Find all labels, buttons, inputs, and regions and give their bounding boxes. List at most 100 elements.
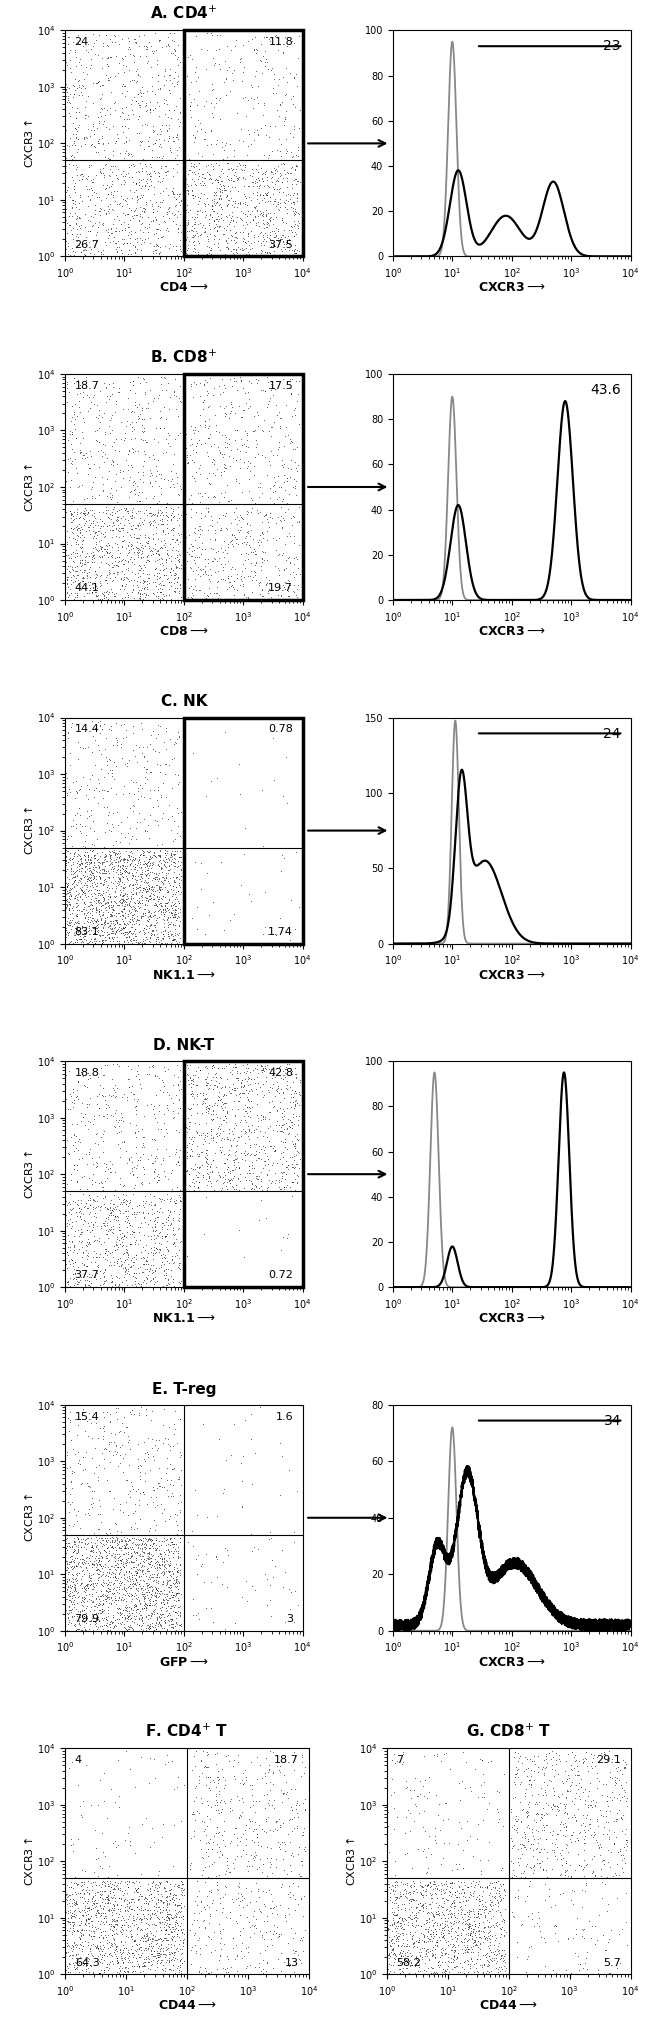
- Point: [68, 893, 78, 925]
- Point: [90, 1223, 100, 1256]
- Point: [276, 166, 287, 198]
- Point: [138, 834, 148, 867]
- Point: [163, 1565, 174, 1598]
- Point: [454, 1871, 464, 1904]
- Point: [582, 1750, 592, 1782]
- Point: [143, 863, 153, 895]
- Point: [296, 1760, 306, 1792]
- Point: [599, 1735, 609, 1768]
- Point: [62, 456, 73, 488]
- Point: [105, 1474, 115, 1507]
- Point: [175, 371, 185, 403]
- Point: [131, 1582, 142, 1614]
- Point: [77, 810, 88, 842]
- Point: [218, 1087, 228, 1120]
- Point: [153, 1606, 164, 1638]
- Point: [123, 1952, 133, 1984]
- Point: [139, 1426, 150, 1458]
- Point: [194, 207, 205, 239]
- Point: [94, 180, 105, 213]
- Point: [215, 391, 226, 423]
- Point: [106, 917, 116, 950]
- Point: [107, 1266, 117, 1298]
- Point: [427, 1877, 437, 1910]
- Point: [258, 1904, 268, 1936]
- Point: [125, 1897, 135, 1930]
- Point: [189, 231, 200, 263]
- Point: [410, 1916, 420, 1948]
- Point: [98, 885, 109, 917]
- Point: [202, 1089, 212, 1122]
- Point: [263, 53, 274, 85]
- Point: [142, 526, 152, 559]
- Point: [153, 124, 164, 156]
- Point: [159, 1253, 169, 1286]
- Point: [417, 1942, 427, 1974]
- Point: [90, 207, 100, 239]
- Point: [73, 109, 84, 142]
- Point: [488, 1942, 499, 1974]
- Point: [448, 1950, 459, 1982]
- Point: [131, 1557, 141, 1590]
- Point: [406, 1782, 416, 1814]
- Point: [224, 1827, 235, 1859]
- Point: [90, 132, 100, 164]
- Point: [292, 1474, 302, 1507]
- Point: [130, 1770, 140, 1802]
- Point: [81, 99, 92, 132]
- Point: [77, 911, 87, 944]
- Point: [120, 1523, 130, 1555]
- Point: [214, 178, 225, 211]
- Point: [395, 1918, 405, 1950]
- Point: [133, 484, 144, 516]
- Point: [138, 1577, 148, 1610]
- Point: [145, 160, 155, 192]
- Point: [449, 1944, 460, 1976]
- Point: [68, 81, 79, 113]
- Point: [77, 1247, 87, 1280]
- Point: [614, 1778, 624, 1810]
- Point: [65, 1231, 75, 1264]
- Point: [150, 1594, 160, 1626]
- Point: [569, 1825, 580, 1857]
- Point: [173, 1914, 183, 1946]
- Point: [223, 529, 233, 561]
- Point: [227, 569, 237, 601]
- Point: [64, 927, 74, 960]
- Point: [101, 887, 111, 919]
- Point: [104, 1426, 114, 1458]
- Point: [128, 1940, 138, 1972]
- Point: [251, 32, 261, 65]
- Point: [469, 1914, 480, 1946]
- Point: [68, 1577, 78, 1610]
- Point: [155, 1867, 165, 1899]
- Point: [227, 1885, 238, 1918]
- Point: [430, 1820, 440, 1853]
- Point: [145, 1612, 155, 1644]
- Point: [411, 1875, 422, 1908]
- Point: [533, 1827, 543, 1859]
- Point: [262, 1158, 272, 1191]
- Point: [454, 1885, 465, 1918]
- Point: [253, 225, 263, 257]
- Point: [238, 1440, 248, 1472]
- Point: [127, 1893, 138, 1926]
- Point: [86, 1164, 97, 1197]
- Point: [167, 834, 177, 867]
- Point: [83, 547, 93, 579]
- Point: [62, 1914, 72, 1946]
- Point: [129, 853, 139, 885]
- Point: [281, 1069, 292, 1102]
- Point: [60, 551, 71, 583]
- Point: [280, 134, 291, 166]
- Point: [105, 1521, 116, 1553]
- Point: [462, 1804, 472, 1837]
- Point: [162, 1887, 172, 1920]
- Point: [104, 1079, 114, 1112]
- Point: [272, 164, 282, 196]
- Point: [72, 1253, 82, 1286]
- Point: [148, 583, 159, 616]
- Point: [81, 1914, 91, 1946]
- Point: [226, 196, 237, 229]
- Point: [133, 533, 143, 565]
